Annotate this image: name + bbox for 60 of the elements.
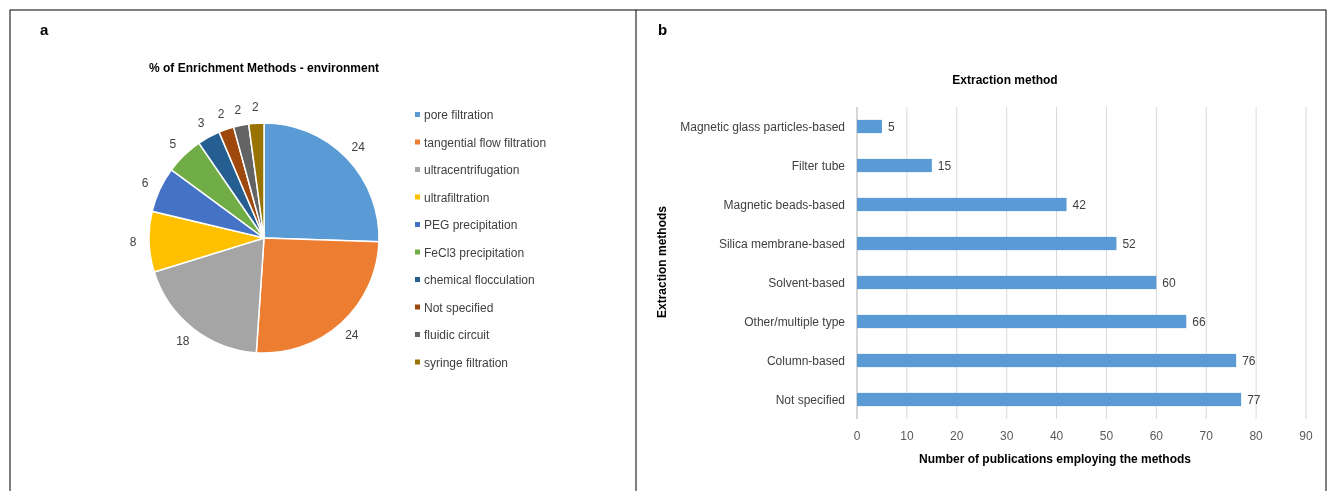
y-tick-label: Solvent-based (768, 275, 845, 290)
y-axis-title: Extraction methods (655, 205, 669, 319)
data-label: 42 (1072, 197, 1087, 212)
legend-label: ultrafiltration (424, 190, 490, 205)
data-label: 24 (351, 139, 366, 154)
y-tick-label: Magnetic glass particles-based (680, 119, 845, 134)
data-label: 60 (1162, 275, 1177, 290)
y-tick-label: Column-based (766, 353, 845, 368)
legend-label: syringe filtration (424, 355, 509, 370)
bar (857, 236, 1117, 251)
chart-title: Extraction method (952, 73, 1058, 87)
data-label: 2 (251, 100, 259, 115)
x-tick-label: 60 (1149, 429, 1164, 443)
x-tick-label: 70 (1199, 429, 1214, 443)
data-label: 6 (141, 175, 149, 190)
x-tick-label: 0 (853, 429, 861, 443)
y-tick-label: Other/multiple type (744, 314, 846, 329)
bar (857, 314, 1187, 329)
x-tick-label: 50 (1099, 429, 1114, 443)
bar (857, 158, 932, 173)
y-tick-label: Not specified (775, 392, 845, 407)
data-label: 2 (217, 107, 225, 122)
x-axis-title: Number of publications employing the methods (918, 452, 1192, 466)
legend-label: FeCl3 precipitation (424, 245, 525, 260)
data-label: 24 (345, 328, 359, 343)
legend-label: pore filtration (424, 108, 494, 122)
x-tick-label: 80 (1249, 429, 1264, 443)
x-tick-label: 90 (1299, 429, 1313, 443)
data-label: 77 (1247, 392, 1261, 407)
x-tick-label: 30 (999, 429, 1014, 443)
data-label: 66 (1192, 314, 1206, 329)
data-label: 52 (1122, 236, 1137, 251)
data-label: 8 (129, 235, 137, 250)
x-tick-label: 40 (1049, 429, 1064, 443)
bar (857, 197, 1067, 212)
data-label: 2 (234, 102, 242, 117)
data-label: 5 (169, 136, 177, 151)
y-tick-label: Filter tube (791, 158, 846, 173)
data-label: 18 (176, 333, 190, 348)
y-tick-label: Magnetic beads-based (723, 197, 845, 212)
legend-label: ultracentrifugation (424, 163, 520, 177)
legend-label: Not specified (424, 300, 494, 315)
data-label: 15 (937, 158, 952, 173)
bar (857, 119, 882, 134)
data-label: 76 (1242, 353, 1256, 368)
x-tick-label: 10 (900, 429, 914, 443)
text: b (658, 21, 668, 38)
data-label: 5 (887, 119, 895, 134)
text: a (40, 21, 49, 38)
legend-label: fluidic circuit (424, 328, 491, 342)
legend-label: chemical flocculation (424, 273, 535, 287)
legend-label: tangential flow filtration (424, 135, 547, 150)
data-label: 3 (197, 116, 205, 131)
bar (857, 275, 1157, 290)
x-tick-label: 20 (950, 429, 964, 443)
bar (857, 353, 1237, 368)
legend-label: PEG precipitation (424, 218, 518, 232)
y-tick-label: Silica membrane-based (718, 236, 845, 251)
bar (857, 392, 1242, 407)
chart-title: % of Enrichment Methods - environment (148, 61, 380, 75)
